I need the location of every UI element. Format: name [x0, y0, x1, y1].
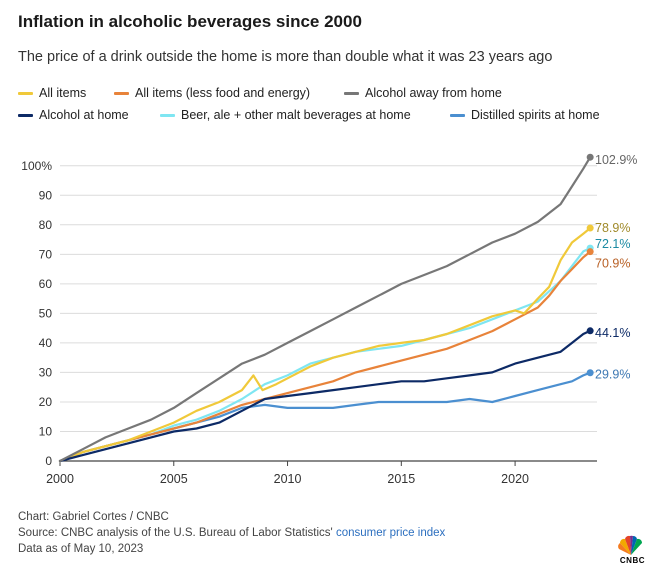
y-tick-label: 30: [39, 365, 53, 379]
y-tick-label: 70: [39, 247, 53, 261]
series-line: [58, 156, 592, 463]
source-text: Source: CNBC analysis of the U.S. Bureau…: [18, 527, 333, 539]
legend-label: All items (less food and energy): [135, 86, 311, 100]
series-line: [58, 329, 592, 463]
legend-row-1: All items All items (less food and energ…: [18, 86, 648, 108]
legend-swatch: [344, 91, 359, 95]
series-end-point: [586, 153, 594, 161]
series-end-label: 70.9%: [595, 257, 630, 271]
y-tick-label: 60: [39, 277, 53, 291]
chart-source: Source: CNBC analysis of the U.S. Bureau…: [18, 525, 445, 541]
x-tick-label: 2020: [501, 472, 529, 486]
cnbc-logo-text: CNBC: [619, 556, 645, 565]
y-tick-label: 90: [39, 188, 53, 202]
series-end-label: 102.9%: [595, 153, 637, 167]
chart-legend: All items All items (less food and energ…: [18, 86, 648, 130]
series-line: [58, 227, 592, 463]
legend-item-home: Alcohol at home: [18, 108, 129, 122]
legend-item-away: Alcohol away from home: [344, 86, 502, 100]
y-tick-label: 20: [39, 395, 53, 409]
x-tick-label: 2015: [387, 472, 415, 486]
series-end-point: [586, 369, 594, 377]
y-tick-label: 80: [39, 218, 53, 232]
series-line: [58, 371, 592, 463]
legend-item-beer: Beer, ale + other malt beverages at home: [160, 108, 411, 122]
data-date: Data as of May 10, 2023: [18, 543, 144, 555]
chart-credit: Chart: Gabriel Cortes / CNBC: [18, 511, 169, 523]
legend-row-2: Alcohol at home Beer, ale + other malt b…: [18, 108, 648, 130]
series-end-label: 44.1%: [595, 326, 630, 340]
y-tick-label: 50: [39, 306, 53, 320]
series-end-label: 78.9%: [595, 221, 630, 235]
y-tick-label: 0: [45, 454, 52, 468]
x-tick-label: 2000: [46, 472, 74, 486]
legend-item-core: All items (less food and energy): [114, 86, 310, 100]
series-line: [58, 247, 592, 463]
legend-swatch: [450, 113, 465, 117]
chart-footer: Chart: Gabriel Cortes / CNBC Source: CNB…: [18, 509, 445, 557]
legend-item-spirits: Distilled spirits at home: [450, 108, 600, 122]
series-end-point: [586, 327, 594, 335]
series-end-point: [586, 248, 594, 256]
y-tick-label: 10: [39, 424, 53, 438]
x-tick-label: 2010: [274, 472, 302, 486]
legend-swatch: [114, 91, 129, 95]
chart-subtitle: The price of a drink outside the home is…: [18, 49, 553, 65]
series-line: [58, 250, 592, 463]
series-end-label: 72.1%: [595, 237, 630, 251]
legend-label: Distilled spirits at home: [471, 108, 600, 122]
series-end-label: 29.9%: [595, 368, 630, 382]
legend-label: Alcohol at home: [39, 108, 129, 122]
cnbc-peacock-logo-icon: [618, 535, 643, 555]
source-link[interactable]: consumer price index: [335, 527, 446, 539]
legend-swatch: [18, 113, 33, 117]
series-end-point: [586, 224, 594, 232]
chart-title: Inflation in alcoholic beverages since 2…: [18, 12, 362, 31]
legend-swatch: [18, 91, 33, 95]
y-tick-label: 40: [39, 336, 53, 350]
x-tick-label: 2005: [160, 472, 188, 486]
legend-label: Alcohol away from home: [365, 86, 502, 100]
y-tick-label: 100%: [21, 159, 52, 173]
legend-label: All items: [39, 86, 87, 100]
legend-label: Beer, ale + other malt beverages at home: [181, 108, 411, 122]
legend-item-all-items: All items: [18, 86, 86, 100]
legend-swatch: [160, 113, 175, 117]
